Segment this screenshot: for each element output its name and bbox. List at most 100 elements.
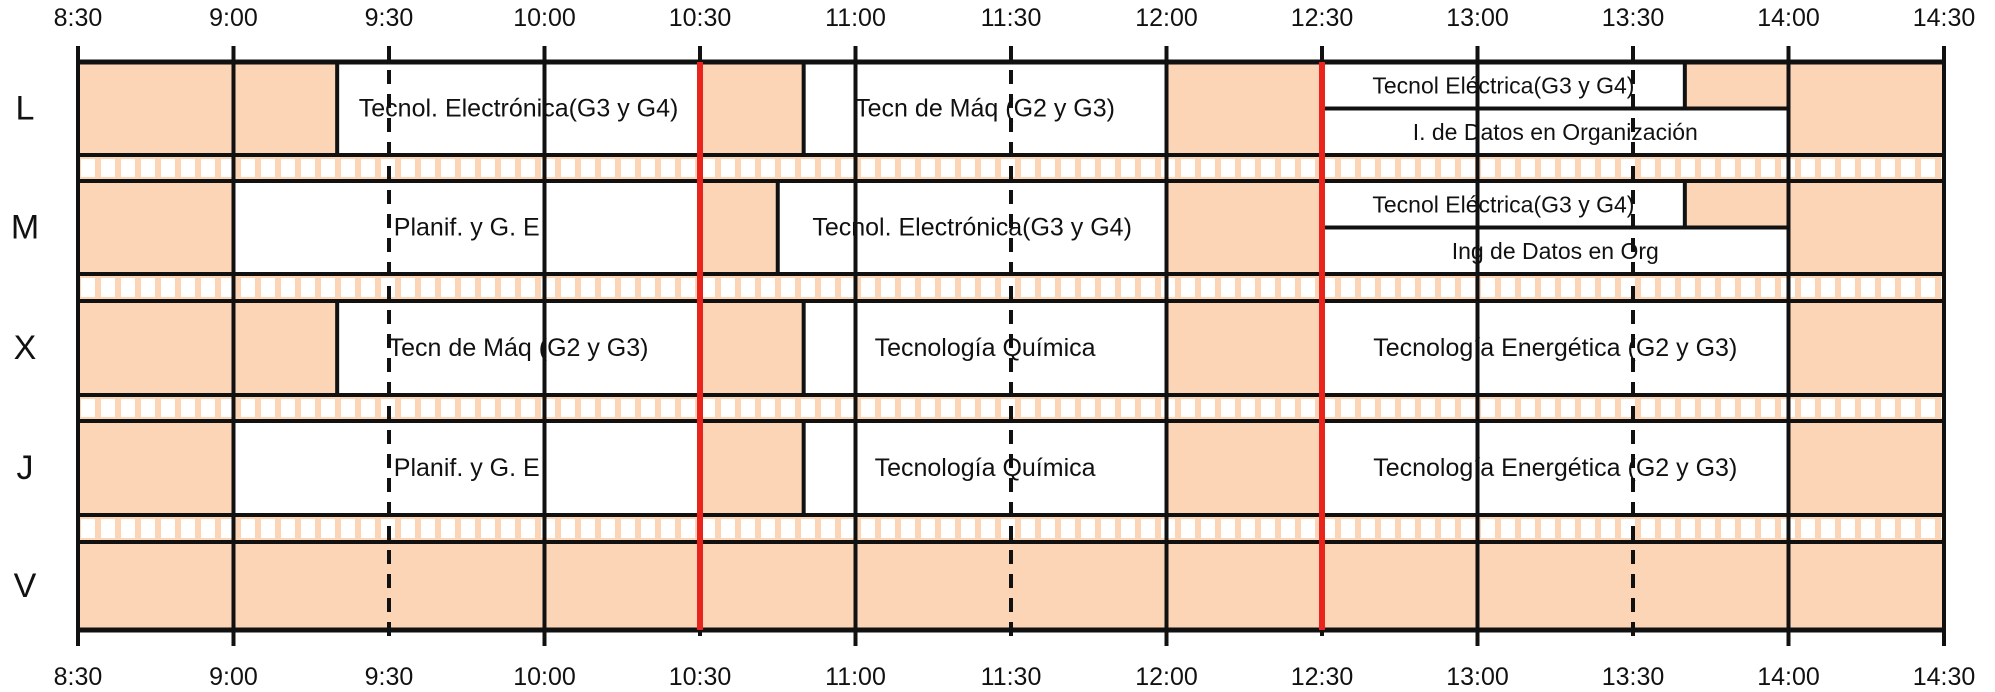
break-cell — [1361, 159, 1375, 177]
break-cell — [441, 399, 455, 417]
break-cell — [1261, 159, 1275, 177]
class-label: Planif. y G. E — [394, 454, 540, 482]
break-cell — [1141, 278, 1155, 297]
break-cell — [141, 278, 155, 297]
break-cell — [321, 159, 335, 177]
break-cell — [981, 519, 995, 538]
break-cell — [761, 278, 775, 297]
break-cell — [1381, 159, 1395, 177]
break-cell — [1581, 278, 1595, 297]
break-cell — [1701, 278, 1715, 297]
break-cell — [1041, 278, 1055, 297]
break-cell — [1761, 159, 1775, 177]
break-cell — [1361, 278, 1375, 297]
break-cell — [1301, 159, 1315, 177]
break-cell — [201, 159, 215, 177]
break-cell — [101, 519, 115, 538]
break-cell — [1461, 399, 1475, 417]
break-cell — [741, 159, 755, 177]
break-cell — [441, 159, 455, 177]
break-cell — [101, 399, 115, 417]
break-cell — [1021, 399, 1035, 417]
break-cell — [661, 278, 675, 297]
break-cell — [641, 399, 655, 417]
break-cell — [861, 278, 875, 297]
class-block — [231, 419, 702, 517]
break-cell — [521, 159, 535, 177]
break-cell — [721, 278, 735, 297]
break-cell — [1401, 159, 1415, 177]
break-cell — [1821, 278, 1835, 297]
time-label-bottom: 14:00 — [1757, 663, 1820, 691]
break-cell — [1341, 519, 1355, 538]
break-cell — [1821, 399, 1835, 417]
break-cell — [701, 159, 715, 177]
class-block — [1320, 106, 1791, 157]
break-cell — [621, 278, 635, 297]
break-cell — [1901, 399, 1915, 417]
break-cell — [1081, 159, 1095, 177]
break-cell — [1761, 278, 1775, 297]
break-cell — [721, 399, 735, 417]
break-cell — [1921, 399, 1935, 417]
break-cell — [81, 399, 95, 417]
break-cell — [1041, 159, 1055, 177]
break-cell — [1361, 519, 1375, 538]
time-markers — [697, 62, 1325, 630]
break-cell — [1801, 519, 1815, 538]
break-cell — [261, 159, 275, 177]
day-label-l: L — [16, 90, 35, 128]
break-cell — [981, 278, 995, 297]
break-cell — [1281, 278, 1295, 297]
break-cell — [1261, 399, 1275, 417]
break-cell — [1201, 278, 1215, 297]
break-cell — [1421, 399, 1435, 417]
break-cell — [941, 519, 955, 538]
break-cell — [1201, 399, 1215, 417]
break-cell — [661, 159, 675, 177]
class-label: Ing de Datos en Org — [1452, 238, 1659, 264]
break-cell — [1041, 519, 1055, 538]
time-label-bottom: 9:30 — [365, 663, 414, 691]
break-cell — [781, 399, 795, 417]
time-label-bottom: 13:30 — [1602, 663, 1665, 691]
break-cell — [1341, 399, 1355, 417]
break-cell — [1281, 399, 1295, 417]
break-cell — [1661, 278, 1675, 297]
break-cell — [1561, 399, 1575, 417]
break-cell — [861, 519, 875, 538]
break-cell — [241, 519, 255, 538]
break-cell — [1021, 159, 1035, 177]
break-cell — [1561, 159, 1575, 177]
break-cell — [681, 278, 695, 297]
break-cell — [781, 159, 795, 177]
break-cell — [1241, 159, 1255, 177]
break-cell — [1661, 519, 1675, 538]
time-label-top: 14:00 — [1757, 4, 1820, 32]
break-cell — [1101, 278, 1115, 297]
time-label-top: 10:30 — [669, 4, 732, 32]
break-cell — [881, 519, 895, 538]
break-cell — [1901, 278, 1915, 297]
break-cell — [501, 399, 515, 417]
break-cell — [1681, 519, 1695, 538]
break-cell — [1841, 278, 1855, 297]
break-cell — [1061, 159, 1075, 177]
break-cell — [1901, 519, 1915, 538]
break-cell — [1581, 399, 1595, 417]
break-cell — [121, 519, 135, 538]
time-label-bottom: 13:00 — [1446, 663, 1509, 691]
time-label-bottom: 12:30 — [1291, 663, 1354, 691]
break-cell — [841, 159, 855, 177]
class-blocks: Tecnol. Electrónica(G3 y G4) Tecn de Máq … — [231, 60, 1791, 517]
break-cell — [1261, 278, 1275, 297]
break-cell — [1581, 159, 1595, 177]
break-cell — [601, 399, 615, 417]
break-cell — [1501, 159, 1515, 177]
break-cell — [461, 278, 475, 297]
break-cell — [841, 519, 855, 538]
break-cell — [701, 278, 715, 297]
time-label-bottom: 10:00 — [513, 663, 576, 691]
break-cell — [321, 399, 335, 417]
break-cell — [581, 519, 595, 538]
